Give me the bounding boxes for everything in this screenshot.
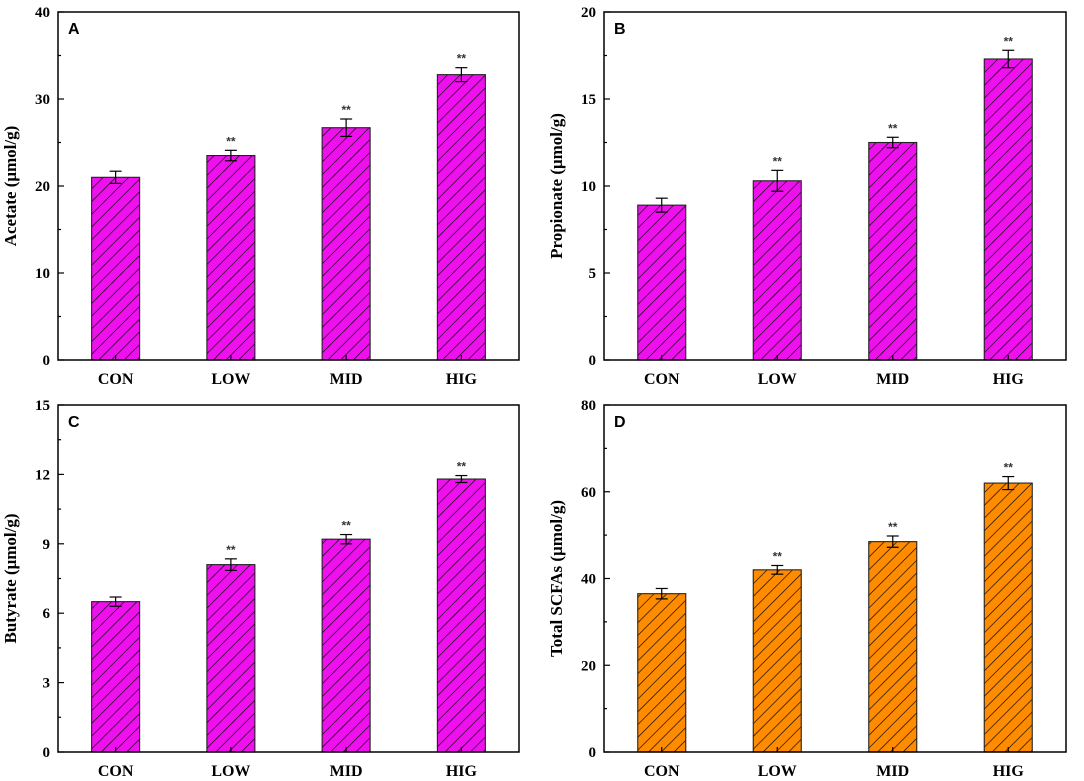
error-bar <box>655 197 668 213</box>
bar-hig <box>983 482 1033 753</box>
bar-hig <box>436 74 486 361</box>
y-tick-label: 0 <box>43 745 51 761</box>
bar-con <box>91 176 141 361</box>
bar-mid <box>321 538 371 753</box>
y-tick-label: 12 <box>35 467 50 483</box>
category-label: LOW <box>758 763 797 780</box>
bar-low <box>752 569 802 753</box>
category-label: CON <box>98 371 134 388</box>
category-label: LOW <box>211 763 250 780</box>
y-tick-label: 6 <box>43 606 51 622</box>
panel-b: CON ** LOW ** MID ** HIG 0 5 10 15 20 Propionate (μm… <box>547 5 1067 388</box>
category-label: MID <box>876 763 909 780</box>
error-bar <box>886 136 899 149</box>
y-tick-label: 9 <box>43 537 51 553</box>
panel-a: CON ** LOW ** MID ** HIG 0 10 20 30 40 Acetate (μmol… <box>1 5 520 388</box>
significance-mark: ** <box>1004 461 1014 475</box>
y-axis-title: Total SCFAs (μmol/g) <box>547 500 566 657</box>
y-tick-label: 0 <box>589 745 597 761</box>
category-label: HIG <box>446 763 478 780</box>
significance-mark: ** <box>457 52 467 66</box>
bar-mid <box>868 141 918 361</box>
category-label: LOW <box>758 371 797 388</box>
y-tick-label: 5 <box>589 266 597 282</box>
error-bar <box>1002 475 1015 491</box>
category-label: MID <box>876 371 909 388</box>
y-tick-label: 15 <box>581 92 596 108</box>
category-label: MID <box>330 763 363 780</box>
y-tick-label: 40 <box>581 572 596 588</box>
error-bar <box>224 149 237 162</box>
significance-mark: ** <box>773 154 783 168</box>
error-bar <box>771 564 784 575</box>
y-tick-label: 20 <box>35 179 50 195</box>
error-bar <box>340 118 353 138</box>
y-tick-label: 0 <box>43 353 51 369</box>
y-tick-label: 10 <box>581 179 596 195</box>
bar-hig <box>983 58 1033 361</box>
error-bar <box>340 533 353 545</box>
significance-mark: ** <box>457 460 467 474</box>
category-label: CON <box>98 763 134 780</box>
y-tick-label: 80 <box>581 398 596 414</box>
bar-low <box>206 155 256 361</box>
y-tick-label: 0 <box>589 353 597 369</box>
category-label: LOW <box>211 371 250 388</box>
bar-hig <box>436 478 486 753</box>
y-tick-label: 10 <box>35 266 50 282</box>
panel-letter: C <box>68 414 80 431</box>
y-axis-title: Propionate (μmol/g) <box>547 113 566 259</box>
error-bar <box>455 67 468 83</box>
y-tick-label: 15 <box>35 398 50 414</box>
y-axis-title: Butyrate (μmol/g) <box>1 513 20 643</box>
significance-mark: ** <box>226 543 236 557</box>
bar-low <box>752 180 802 361</box>
error-bar <box>109 170 122 184</box>
y-tick-label: 40 <box>35 5 50 21</box>
error-bar <box>109 596 122 607</box>
error-bar <box>655 587 668 600</box>
panel-letter: A <box>68 21 80 38</box>
y-tick-label: 3 <box>43 676 51 692</box>
bar-con <box>637 593 687 753</box>
error-bar <box>224 558 237 572</box>
panel-letter: B <box>614 21 626 38</box>
bar-con <box>637 204 687 361</box>
significance-mark: ** <box>773 549 783 563</box>
error-bar <box>1002 49 1015 69</box>
y-tick-label: 30 <box>35 92 50 108</box>
panel-letter: D <box>614 414 626 431</box>
y-axis-title: Acetate (μmol/g) <box>1 126 20 247</box>
significance-mark: ** <box>1004 34 1014 48</box>
significance-mark: ** <box>341 519 351 533</box>
significance-mark: ** <box>341 103 351 117</box>
y-tick-label: 60 <box>581 485 596 501</box>
plot-frame <box>603 404 1067 753</box>
error-bar <box>886 535 899 548</box>
panel-c: CON ** LOW ** MID ** HIG 0 3 6 9 12 15 Butyrate (μmol… <box>1 398 520 780</box>
plot-frame <box>57 11 520 361</box>
category-label: CON <box>644 763 680 780</box>
category-label: HIG <box>993 371 1025 388</box>
category-label: HIG <box>993 763 1025 780</box>
y-tick-label: 20 <box>581 658 596 674</box>
category-label: HIG <box>446 371 478 388</box>
bar-con <box>91 601 141 753</box>
bar-mid <box>321 127 371 361</box>
category-label: MID <box>330 371 363 388</box>
y-tick-label: 20 <box>581 5 596 21</box>
panel-d: CON ** LOW ** MID ** HIG 0 20 40 60 80 Total SCFAs (… <box>547 398 1067 780</box>
bar-mid <box>868 541 918 753</box>
bar-low <box>206 564 256 753</box>
significance-mark: ** <box>888 520 898 534</box>
error-bar <box>455 474 468 484</box>
error-bar <box>771 169 784 192</box>
significance-mark: ** <box>226 134 236 148</box>
plot-frame <box>57 404 520 753</box>
category-label: CON <box>644 371 680 388</box>
significance-mark: ** <box>888 121 898 135</box>
plot-frame <box>603 11 1067 361</box>
